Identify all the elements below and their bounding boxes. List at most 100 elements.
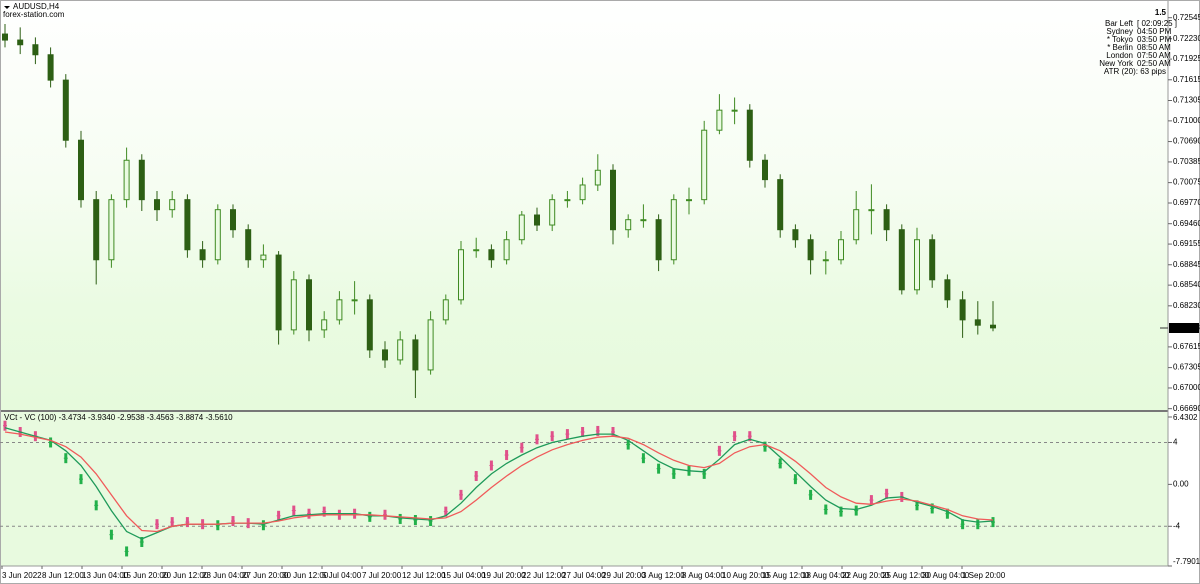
candle-body	[959, 299, 966, 321]
candle-body	[944, 279, 951, 301]
y-tick-label: 0.71305	[1173, 96, 1200, 105]
x-tick-label: 22 Aug 20:00	[842, 571, 890, 580]
candle-body	[655, 219, 662, 261]
info-label: * Tokyo	[1107, 35, 1134, 44]
candle-body	[458, 249, 464, 301]
info-value: 02:50 AM	[1137, 59, 1171, 68]
candle-body	[929, 239, 936, 281]
x-tick-label: 27 Jul 04:00	[562, 571, 606, 580]
info-label: Sydney	[1106, 27, 1133, 36]
candle-body	[154, 199, 160, 211]
y-tick-label: 0.67000	[1173, 383, 1200, 392]
candle-body	[290, 279, 297, 331]
info-label: London	[1106, 51, 1133, 60]
candle-body	[746, 109, 753, 161]
candle-body	[17, 39, 24, 46]
info-big: 1.5	[1155, 8, 1167, 17]
candle-body	[883, 209, 890, 231]
x-tick-label: 30 Jun 12:00	[282, 571, 329, 580]
y-tick-label: 0.72545	[1173, 13, 1200, 22]
candle-body	[686, 199, 692, 202]
info-value: 07:50 AM	[1137, 51, 1171, 60]
candle-body	[822, 259, 829, 262]
candle-body	[640, 219, 647, 222]
x-tick-label: 13 Jun 04:00	[82, 571, 129, 580]
candle-body	[762, 159, 768, 181]
x-tick-label: 22 Jul 12:00	[522, 571, 566, 580]
candle-body	[275, 254, 282, 331]
candle-body	[777, 179, 784, 231]
candle-body	[199, 249, 206, 261]
y-tick-label: 0.70075	[1173, 178, 1200, 187]
x-tick-label: 12 Jul 12:00	[402, 571, 446, 580]
y-tick-label: 0.72230	[1173, 34, 1200, 43]
y-tick-label: -7.7901	[1173, 557, 1200, 566]
candle-body	[2, 33, 8, 41]
x-tick-label: 20 Jun 12:00	[162, 571, 209, 580]
y-tick-label: 0.67305	[1173, 363, 1200, 372]
candle-body	[62, 79, 69, 141]
info-label: * Berlin	[1107, 43, 1133, 52]
y-tick-label: 4	[1173, 438, 1178, 447]
candle-body	[716, 109, 723, 131]
y-tick-label: 0.71000	[1173, 116, 1200, 125]
candle-body	[442, 299, 449, 321]
candle-body	[488, 249, 495, 261]
candle-body	[579, 184, 586, 201]
info-value: 04:50 PM	[1137, 27, 1172, 36]
current-price-box	[1169, 322, 1199, 333]
symbol-menu-arrow[interactable]	[4, 6, 10, 9]
y-tick-label: 0.71615	[1173, 75, 1200, 84]
x-tick-label: 29 Jul 20:00	[602, 571, 646, 580]
candle-body	[214, 209, 221, 261]
candle-body	[47, 54, 54, 81]
y-tick-label: 0.71925	[1173, 54, 1200, 63]
y-tick-label: 0.70385	[1173, 157, 1200, 166]
candle-body	[473, 249, 480, 252]
current-price-label: 0.67898	[1171, 323, 1200, 332]
candle-body	[366, 299, 373, 351]
candle-body	[898, 229, 905, 291]
x-tick-label: 7 Jul 20:00	[362, 571, 402, 580]
info-value: 08:50 AM	[1137, 43, 1171, 52]
x-tick-label: 10 Aug 20:00	[722, 571, 770, 580]
x-tick-label: 15 Aug 12:00	[762, 571, 810, 580]
candle-body	[169, 199, 176, 211]
y-tick-label: 0.00	[1173, 479, 1189, 488]
y-tick-label: 0.68540	[1173, 280, 1200, 289]
x-tick-label: 27 Jun 20:00	[242, 571, 289, 580]
y-tick-label: 0.70690	[1173, 137, 1200, 146]
candle-body	[914, 239, 920, 291]
candle-body	[123, 159, 130, 201]
x-tick-label: 23 Jun 04:00	[202, 571, 249, 580]
y-tick-label: 0.68230	[1173, 301, 1200, 310]
candle-body	[138, 159, 145, 201]
symbol-title: AUDUSD,H4	[13, 2, 60, 11]
x-tick-label: 15 Jun 20:00	[122, 571, 169, 580]
x-tick-label: 30 Aug 04:00	[922, 571, 970, 580]
x-tick-label: 5 Jul 04:00	[322, 571, 362, 580]
candle-body	[397, 339, 404, 361]
candle-body	[382, 349, 388, 361]
candle-body	[503, 239, 510, 261]
y-tick-label: -4	[1173, 521, 1181, 530]
x-tick-label: 3 Aug 12:00	[642, 571, 685, 580]
candle-body	[670, 199, 677, 261]
candle-body	[807, 239, 814, 261]
y-tick-label: 0.67615	[1173, 342, 1200, 351]
y-tick-label: 0.69460	[1173, 219, 1200, 228]
x-tick-label: 18 Aug 04:00	[802, 571, 850, 580]
candle-body	[427, 319, 434, 371]
candle-body	[336, 299, 343, 321]
candle-body	[792, 229, 799, 241]
x-tick-label: 1 Sep 20:00	[962, 571, 1006, 580]
candle-body	[351, 299, 358, 302]
y-tick-label: 0.69155	[1173, 239, 1200, 248]
x-tick-label: 8 Jun 12:00	[42, 571, 84, 580]
candle-body	[731, 109, 738, 112]
candle-body	[853, 209, 860, 241]
info-value: [ 02:09:25 ]	[1137, 19, 1177, 28]
candle-body	[534, 214, 540, 226]
signal-line	[4, 431, 994, 533]
